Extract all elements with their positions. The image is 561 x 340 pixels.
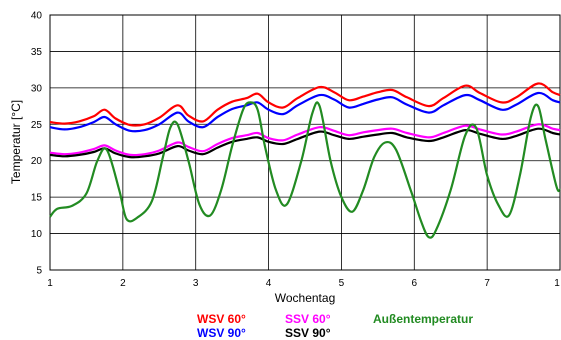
- grid-lines: [49, 14, 561, 271]
- tick-labels: 5 10 15 20 25 30 35 40 1 2 3 4 5 6 7 1: [31, 11, 560, 290]
- y-tick-label: 20: [31, 156, 43, 167]
- series-line-ssv-90: [49, 127, 561, 159]
- x-tick-label: 1: [554, 278, 560, 289]
- y-tick-label: 35: [31, 47, 43, 58]
- series-line-au-entemperatur: [49, 101, 561, 239]
- x-tick-label: 3: [193, 278, 199, 289]
- y-tick-label: 5: [36, 266, 42, 277]
- y-tick-label: 40: [31, 11, 43, 22]
- series-line-wsv-90: [49, 91, 561, 133]
- y-tick-label: 10: [31, 229, 43, 240]
- legend-wsv60: WSV 60°: [197, 312, 246, 326]
- series-line-wsv-60: [49, 82, 561, 127]
- x-tick-label: 4: [266, 278, 272, 289]
- y-axis-title: Temperatur [°C]: [9, 100, 23, 184]
- y-tick-label: 30: [31, 83, 43, 94]
- x-tick-label: 1: [47, 278, 53, 289]
- x-axis-title: Wochentag: [275, 291, 336, 305]
- x-tick-label: 2: [120, 278, 126, 289]
- legend-ssv60: SSV 60°: [285, 312, 331, 326]
- y-tick-label: 25: [31, 120, 43, 131]
- x-tick-label: 6: [412, 278, 418, 289]
- series-lines: [49, 82, 561, 239]
- y-tick-label: 15: [31, 193, 43, 204]
- legend-aussentemperatur: Außentemperatur: [373, 312, 473, 326]
- x-tick-label: 7: [484, 278, 490, 289]
- x-tick-label: 5: [339, 278, 345, 289]
- legend-ssv90: SSV 90°: [285, 326, 331, 340]
- legend-wsv90: WSV 90°: [197, 326, 246, 340]
- legend: WSV 60° SSV 60° Außentemperatur WSV 90° …: [197, 312, 473, 340]
